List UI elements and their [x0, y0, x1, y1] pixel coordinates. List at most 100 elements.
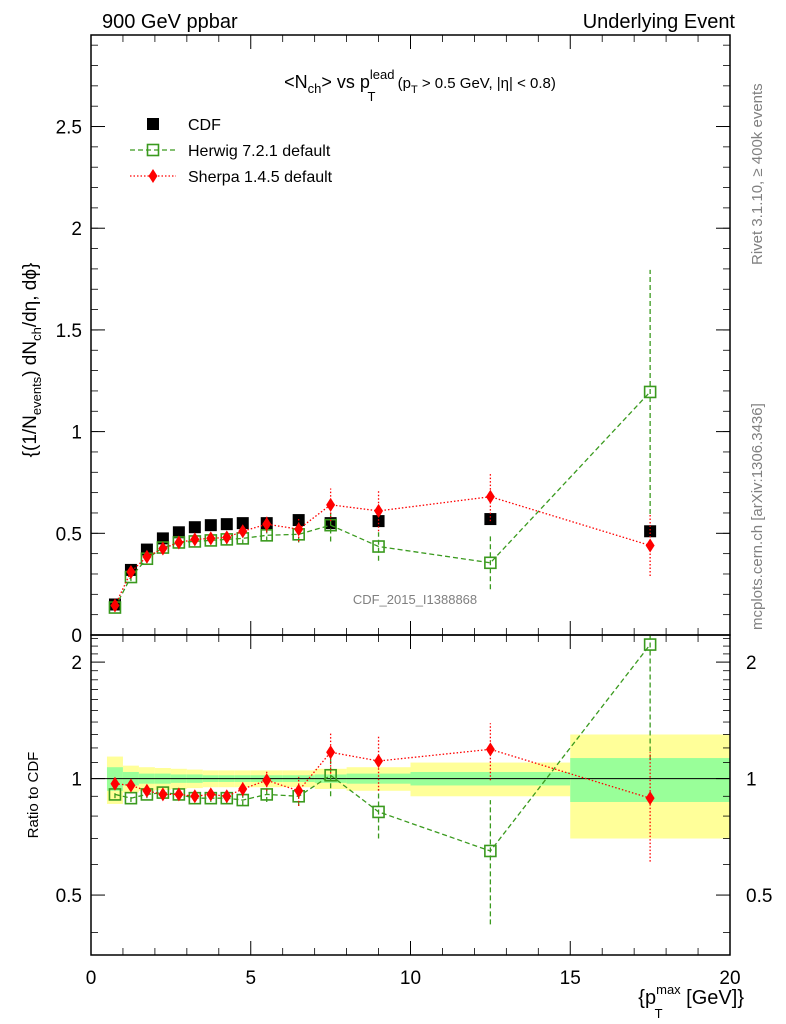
herwig-point [484, 556, 497, 570]
legend-sherpa-label: Sherpa 1.4.5 default [188, 169, 333, 186]
ratio-ylabel: Ratio to CDF [25, 752, 42, 839]
sherpa-point [485, 489, 495, 504]
ratio-sherpa-point [294, 783, 304, 798]
header-right: Underlying Event [583, 11, 736, 33]
ratio-xtick-label: 5 [245, 968, 256, 989]
ratio-plot: 0.5 0.51 12 20 5 10 15 20 Ratio to CDF {pmax T [… [25, 634, 772, 1021]
cdf-point [172, 526, 185, 539]
cdf-point [644, 525, 657, 538]
main-ylabel: {(1/Nevents) dNch/dη, dϕ} [20, 263, 44, 458]
mcplots-label: mcplots.cern.ch [arXiv:1306.3436] [749, 403, 766, 630]
cdf-point [220, 518, 233, 531]
main-ytick-label: 0 [71, 626, 82, 647]
ratio-sherpa-point [206, 787, 216, 802]
sherpa-point [174, 535, 184, 550]
ratio-sherpa-point [158, 787, 168, 802]
sherpa-point [326, 497, 336, 512]
ratio-sherpa-point [190, 789, 200, 804]
ratio-sherpa-point [238, 781, 248, 796]
sherpa-point [126, 564, 136, 579]
title-sub-a: ch [308, 81, 322, 96]
ratio-sherpa-point [645, 791, 655, 806]
ratio-sherpa-point [374, 754, 384, 769]
ylabel-part-c: /dη, dϕ} [20, 263, 41, 328]
xlabel-part-b: [GeV]} [681, 987, 745, 1009]
ratio-sherpa-point [142, 783, 152, 798]
herwig-point [643, 385, 657, 399]
ratio-sherpa-point [126, 778, 136, 793]
ratio-ytick-label: 1 [71, 770, 82, 791]
title-part-b: > vs p [321, 72, 370, 92]
sherpa-point [206, 531, 216, 546]
ylabel-sub-b: ch [29, 327, 44, 341]
main-plot: 00.511.522.5 <Nch> vs plead T (pT > 0.5 G… [20, 34, 731, 647]
herwig-line [114, 391, 651, 608]
ratio-herwig-point [372, 805, 385, 819]
main-ytick-label: 1.5 [56, 321, 82, 342]
analysis-watermark: CDF_2015_I1388868 [353, 592, 477, 607]
sherpa-point [190, 532, 200, 547]
ratio-xtick-label: 0 [86, 968, 97, 989]
cdf-point [372, 515, 385, 528]
ratio-xtick-label: 10 [400, 968, 421, 989]
ratio-xtick-label: 15 [560, 968, 581, 989]
title-sub-c: T [411, 84, 418, 96]
sherpa-point [374, 503, 384, 518]
cdf-point [236, 517, 249, 530]
rivet-label: Rivet 3.1.10, ≥ 400k events [749, 83, 766, 265]
main-frame [90, 34, 731, 636]
sherpa-point [110, 598, 120, 613]
ratio-sherpa-point [326, 745, 336, 760]
cdf-point [484, 513, 497, 526]
sherpa-line [114, 496, 651, 606]
sherpa-point [222, 530, 232, 545]
xlabel-sub-a: T [655, 1006, 663, 1021]
ratio-sherpa-point [222, 789, 232, 804]
legend-herwig-label: Herwig 7.2.1 default [188, 143, 331, 160]
ratio-sherpa-point [110, 776, 120, 791]
sherpa-point [645, 538, 655, 553]
ylabel-part-a: {(1/N [20, 415, 41, 457]
ratio-sherpa-point [174, 787, 184, 802]
header-left: 900 GeV ppbar [102, 11, 238, 33]
ratio-ytick-label-right: 0.5 [746, 886, 772, 907]
main-ytick-label: 0.5 [56, 524, 82, 545]
ratio-ytick-label: 0.5 [56, 886, 82, 907]
ratio-xtick-label: 20 [719, 968, 740, 989]
ratio-herwig-point [124, 791, 138, 805]
legend-herwig-marker [146, 143, 160, 157]
xlabel-part-a: {p [638, 987, 656, 1009]
title-part-a: <N [284, 72, 308, 92]
ylabel-sub-a: events [29, 376, 44, 415]
ylabel-part-b: ) dN [20, 341, 41, 377]
sherpa-point [158, 541, 168, 556]
ratio-xlabel: {pmax T [GeV]} [638, 982, 744, 1021]
main-ytick-label: 2.5 [56, 118, 82, 139]
main-ytick-label: 1 [71, 423, 82, 444]
ratio-ytick-label-right: 1 [746, 770, 757, 791]
title-sup-b: lead [370, 67, 395, 82]
main-ytick-label: 2 [71, 219, 82, 240]
title-sub-b: T [367, 89, 375, 104]
sherpa-point [142, 549, 152, 564]
title-part-c: (p [393, 75, 411, 92]
legend-sherpa-marker [148, 169, 158, 183]
legend-cdf-marker [147, 118, 159, 130]
main-title: <Nch> vs plead T (pT > 0.5 GeV, |η| < 0.8… [284, 67, 556, 104]
ratio-ytick-label: 2 [71, 653, 82, 674]
ratio-herwig-point [260, 788, 274, 801]
ratio-herwig-point [484, 844, 497, 858]
legend: CDF Herwig 7.2.1 default Sherpa 1.4.5 defa… [130, 117, 333, 186]
ratio-herwig-point [643, 638, 657, 651]
ratio-ytick-label-right: 2 [746, 653, 757, 674]
ratio-herwig-line [114, 644, 651, 852]
xlabel-sup-a: max [656, 982, 681, 997]
herwig-point [372, 540, 385, 553]
sherpa-point [238, 524, 248, 539]
cdf-point [188, 521, 201, 534]
ratio-sherpa-point [262, 773, 272, 788]
sherpa-point [294, 522, 304, 537]
title-part-d: > 0.5 GeV, |η| < 0.8) [418, 75, 556, 92]
sherpa-point [262, 517, 272, 532]
